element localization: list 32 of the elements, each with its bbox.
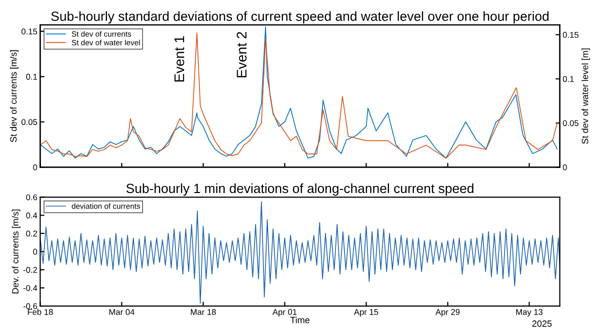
- chart-title: Sub-hourly 1 min deviations of along-channel current speed: [126, 183, 474, 196]
- y-tick-label: -0.4: [23, 285, 38, 291]
- x-tick-label: Apr 01: [272, 309, 297, 317]
- y-tick-label: 0.6: [26, 194, 38, 200]
- y2-axis-title: St dev of water level [m]: [582, 48, 590, 144]
- y-tick-label: 0.05: [22, 119, 38, 125]
- text: 2025: [532, 320, 552, 327]
- y2-tick-label: 0.05: [562, 120, 578, 126]
- chart-title: Sub-hourly standard deviations of current speed and water level over one hour period: [51, 11, 549, 24]
- line-series: [40, 201, 560, 304]
- x-tick-label: May 13: [516, 309, 543, 317]
- y-tick-label: 0.1: [26, 74, 38, 80]
- y-tick-label: 0.15: [22, 28, 38, 34]
- y2-tick-label: 0.15: [562, 32, 578, 38]
- annotation: Event 1: [174, 36, 184, 82]
- y-tick-label: 0.2: [26, 230, 38, 237]
- y-tick-label: -0.6: [23, 303, 38, 310]
- x-tick-label: Mar 18: [190, 309, 216, 315]
- x-axis-title: Time: [290, 316, 310, 324]
- y-tick-label: 0.4: [26, 212, 38, 218]
- x-tick-label: Mar 04: [109, 309, 134, 315]
- y-axis-title: Dev. of currents [m/s]: [12, 210, 20, 294]
- x-tick-label: Apr 15: [354, 309, 378, 317]
- x-tick-label: Apr 29: [435, 309, 460, 317]
- y2-tick-label: 0: [562, 164, 567, 170]
- x-tick-label: Feb 18: [28, 308, 53, 315]
- annotation: Event 2: [236, 32, 247, 78]
- y-axis-title: St dev of currents [m/s]: [10, 50, 18, 142]
- y2-tick-label: 0.1: [562, 76, 574, 82]
- y-tick-label: -0.2: [23, 266, 38, 273]
- y-tick-label: 0: [33, 164, 38, 170]
- y-tick-label: 0: [33, 248, 38, 255]
